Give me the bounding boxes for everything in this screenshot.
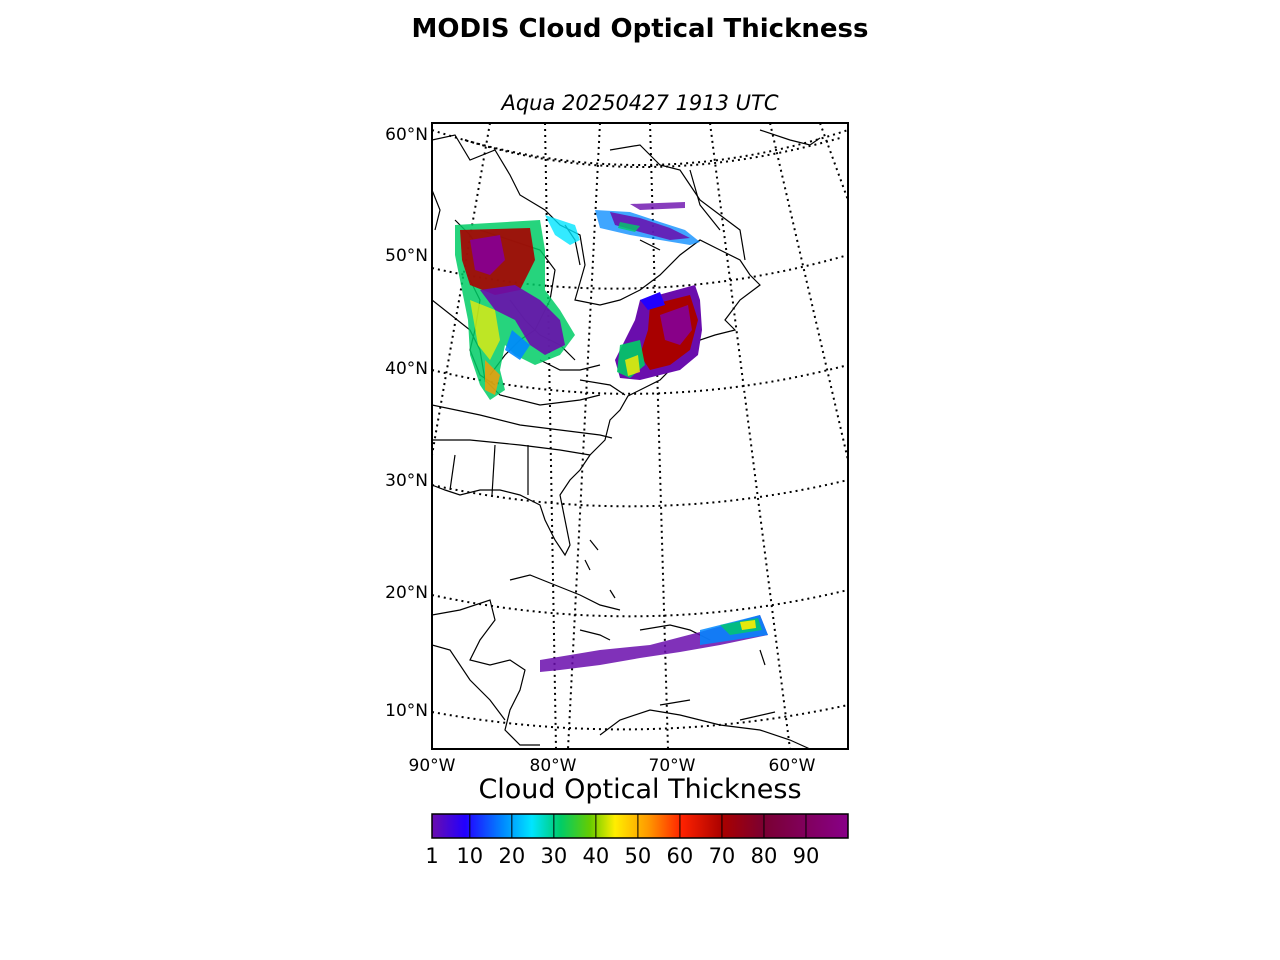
lat-label-50: 50°N (385, 246, 428, 266)
colorbar-tick-label: 40 (582, 844, 610, 868)
lat-label-10: 10°N (385, 701, 428, 721)
colorbar-title: Cloud Optical Thickness (478, 774, 802, 805)
lat-label-30: 30°N (385, 471, 428, 491)
latitude-gridlines (432, 129, 848, 731)
swath-new-england (615, 285, 702, 380)
lat-label-20: 20°N (385, 583, 428, 603)
colorbar-tick-label: 60 (666, 844, 694, 868)
lat-label-40: 40°N (385, 359, 428, 379)
lat-label-60: 60°N (385, 125, 428, 145)
lon-label-90w: 90°W (408, 756, 456, 776)
figure-title: MODIS Cloud Optical Thickness (411, 14, 869, 44)
figure-subtitle: Aqua 20250427 1913 UTC (501, 91, 779, 115)
colorbar-tick-label: 20 (498, 844, 526, 868)
colorbar-tick-label: 1 (425, 844, 439, 868)
colorbar-tick-label: 50 (624, 844, 652, 868)
colorbar-tick-label: 30 (540, 844, 568, 868)
longitude-gridlines (432, 123, 848, 749)
lon-label-80w: 80°W (529, 756, 577, 776)
colorbar-gradient (431, 813, 849, 839)
swath-caribbean (540, 615, 768, 672)
lon-label-60w: 60°W (768, 756, 816, 776)
colorbar-tick-label: 70 (708, 844, 736, 868)
swath-great-lakes (455, 215, 580, 400)
swath-quebec-labrador (595, 202, 700, 245)
map-frame (431, 122, 849, 750)
colorbar-tick-marks (431, 814, 807, 838)
colorbar-tick-label: 90 (792, 844, 820, 868)
lon-label-70w: 70°W (648, 756, 696, 776)
colorbar-tick-label: 10 (456, 844, 484, 868)
colorbar-tick-label: 80 (750, 844, 778, 868)
colorbar (431, 813, 849, 839)
